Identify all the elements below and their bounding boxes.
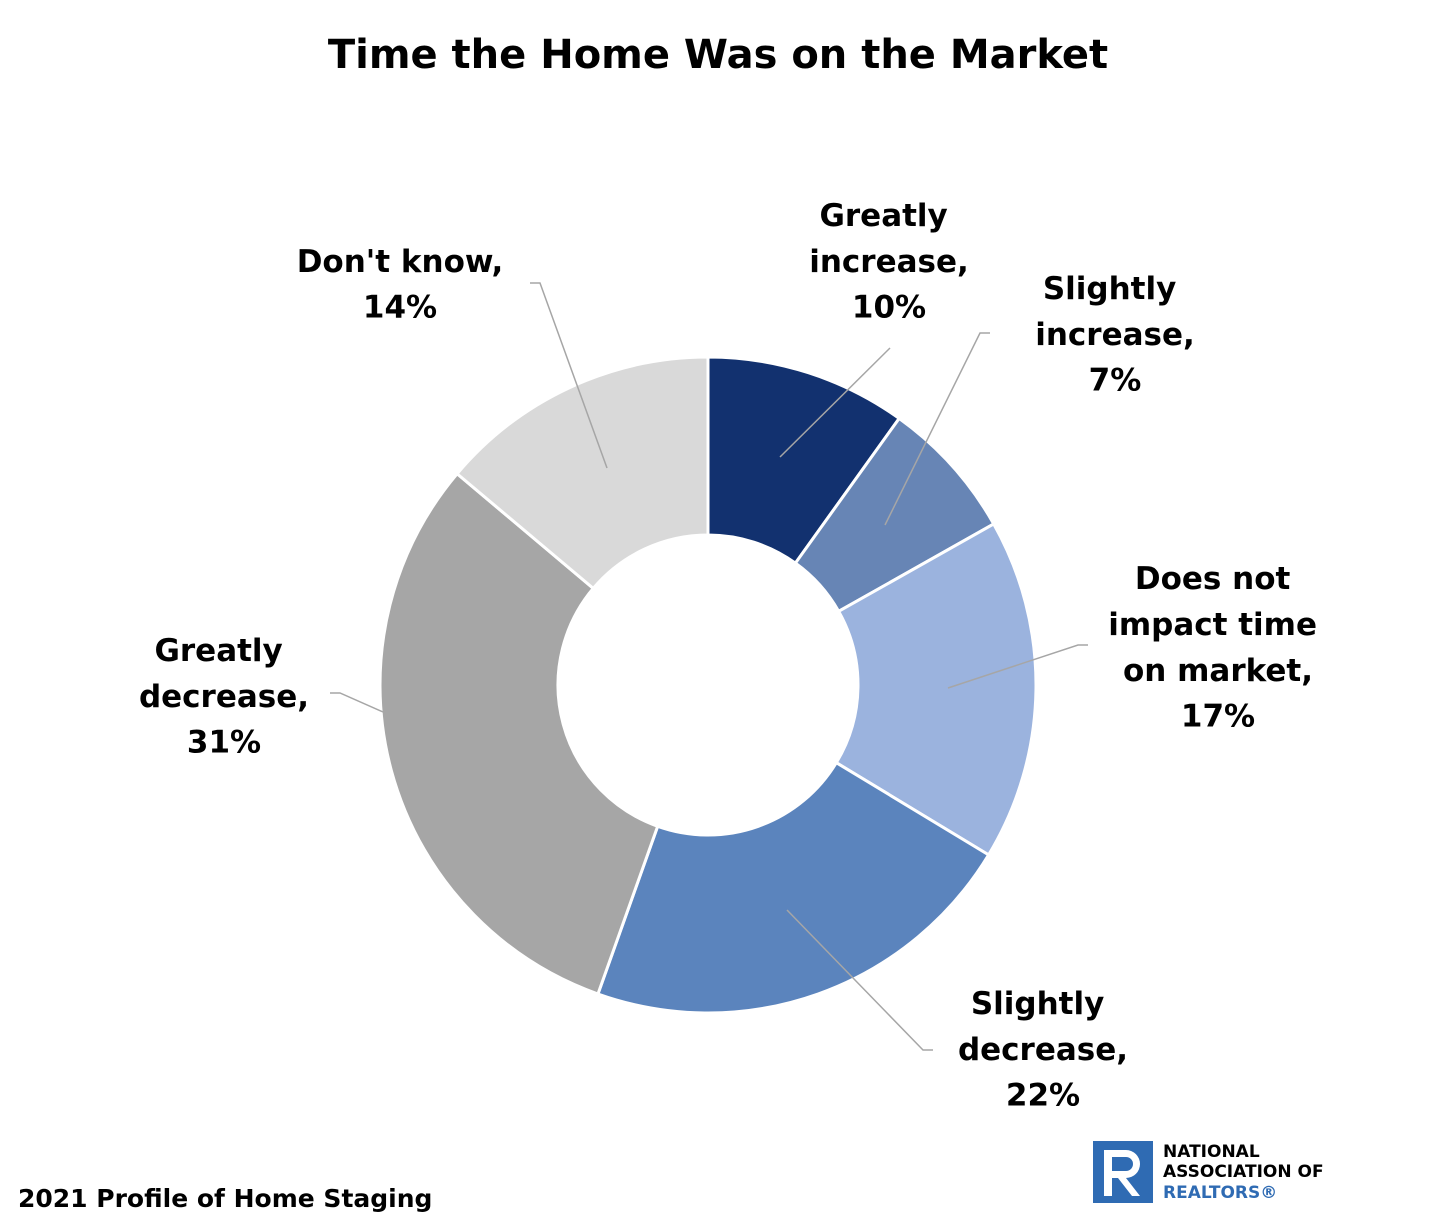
data-label-category: Slightly decrease, — [958, 986, 1128, 1068]
chart-title: Time the Home Was on the Market — [328, 32, 1108, 78]
logo-text: ASSOCIATION OF — [1163, 1162, 1324, 1182]
label-line: on market, — [1123, 653, 1313, 689]
leader-line — [530, 282, 608, 469]
label-line: impact time — [1108, 607, 1328, 643]
logo-text: REALTORS® — [1163, 1183, 1277, 1203]
donut-slice — [454, 355, 710, 591]
leader-line — [330, 692, 384, 713]
logo-r — [1104, 1150, 1140, 1196]
source-note: 2021 Profile of Home Staging — [18, 1184, 432, 1213]
data-label-category: Don't know, — [297, 244, 504, 280]
label-line: decrease, — [958, 1032, 1128, 1068]
label-line: Greatly — [819, 198, 958, 234]
donut-slice — [378, 471, 660, 996]
donut-slice — [596, 760, 991, 1015]
logo: NATIONAL ASSOCIATION OF REALTORS® — [1093, 1141, 1324, 1203]
leader-line — [947, 644, 1088, 689]
label-line: Slightly — [1043, 271, 1187, 307]
data-label-value: 7% — [1089, 363, 1142, 399]
leader-line — [779, 347, 891, 458]
label-line: Don't know, — [297, 244, 504, 280]
data-label-category: Does not impact time on market, — [1108, 561, 1328, 689]
label-line: Greatly — [154, 633, 293, 669]
data-label-value: 22% — [1006, 1078, 1080, 1114]
label-line: increase, — [809, 244, 969, 280]
data-label-value: 17% — [1181, 699, 1255, 735]
leader-line — [786, 909, 933, 1051]
logo-text: NATIONAL — [1163, 1142, 1260, 1162]
leader-line — [884, 332, 990, 526]
data-label-category: Slightly increase, — [1035, 271, 1195, 353]
donut-slice — [834, 521, 1038, 857]
data-label-category: Greatly increase, — [809, 198, 969, 280]
label-line: Does not — [1135, 561, 1301, 597]
data-label-value: 31% — [187, 725, 261, 761]
label-line: decrease, — [139, 679, 309, 715]
label-line: Slightly — [971, 986, 1115, 1022]
label-line: increase, — [1035, 317, 1195, 353]
data-label-value: 10% — [852, 290, 926, 326]
data-label-category: Greatly decrease, — [139, 633, 309, 715]
data-label-value: 14% — [363, 290, 437, 326]
